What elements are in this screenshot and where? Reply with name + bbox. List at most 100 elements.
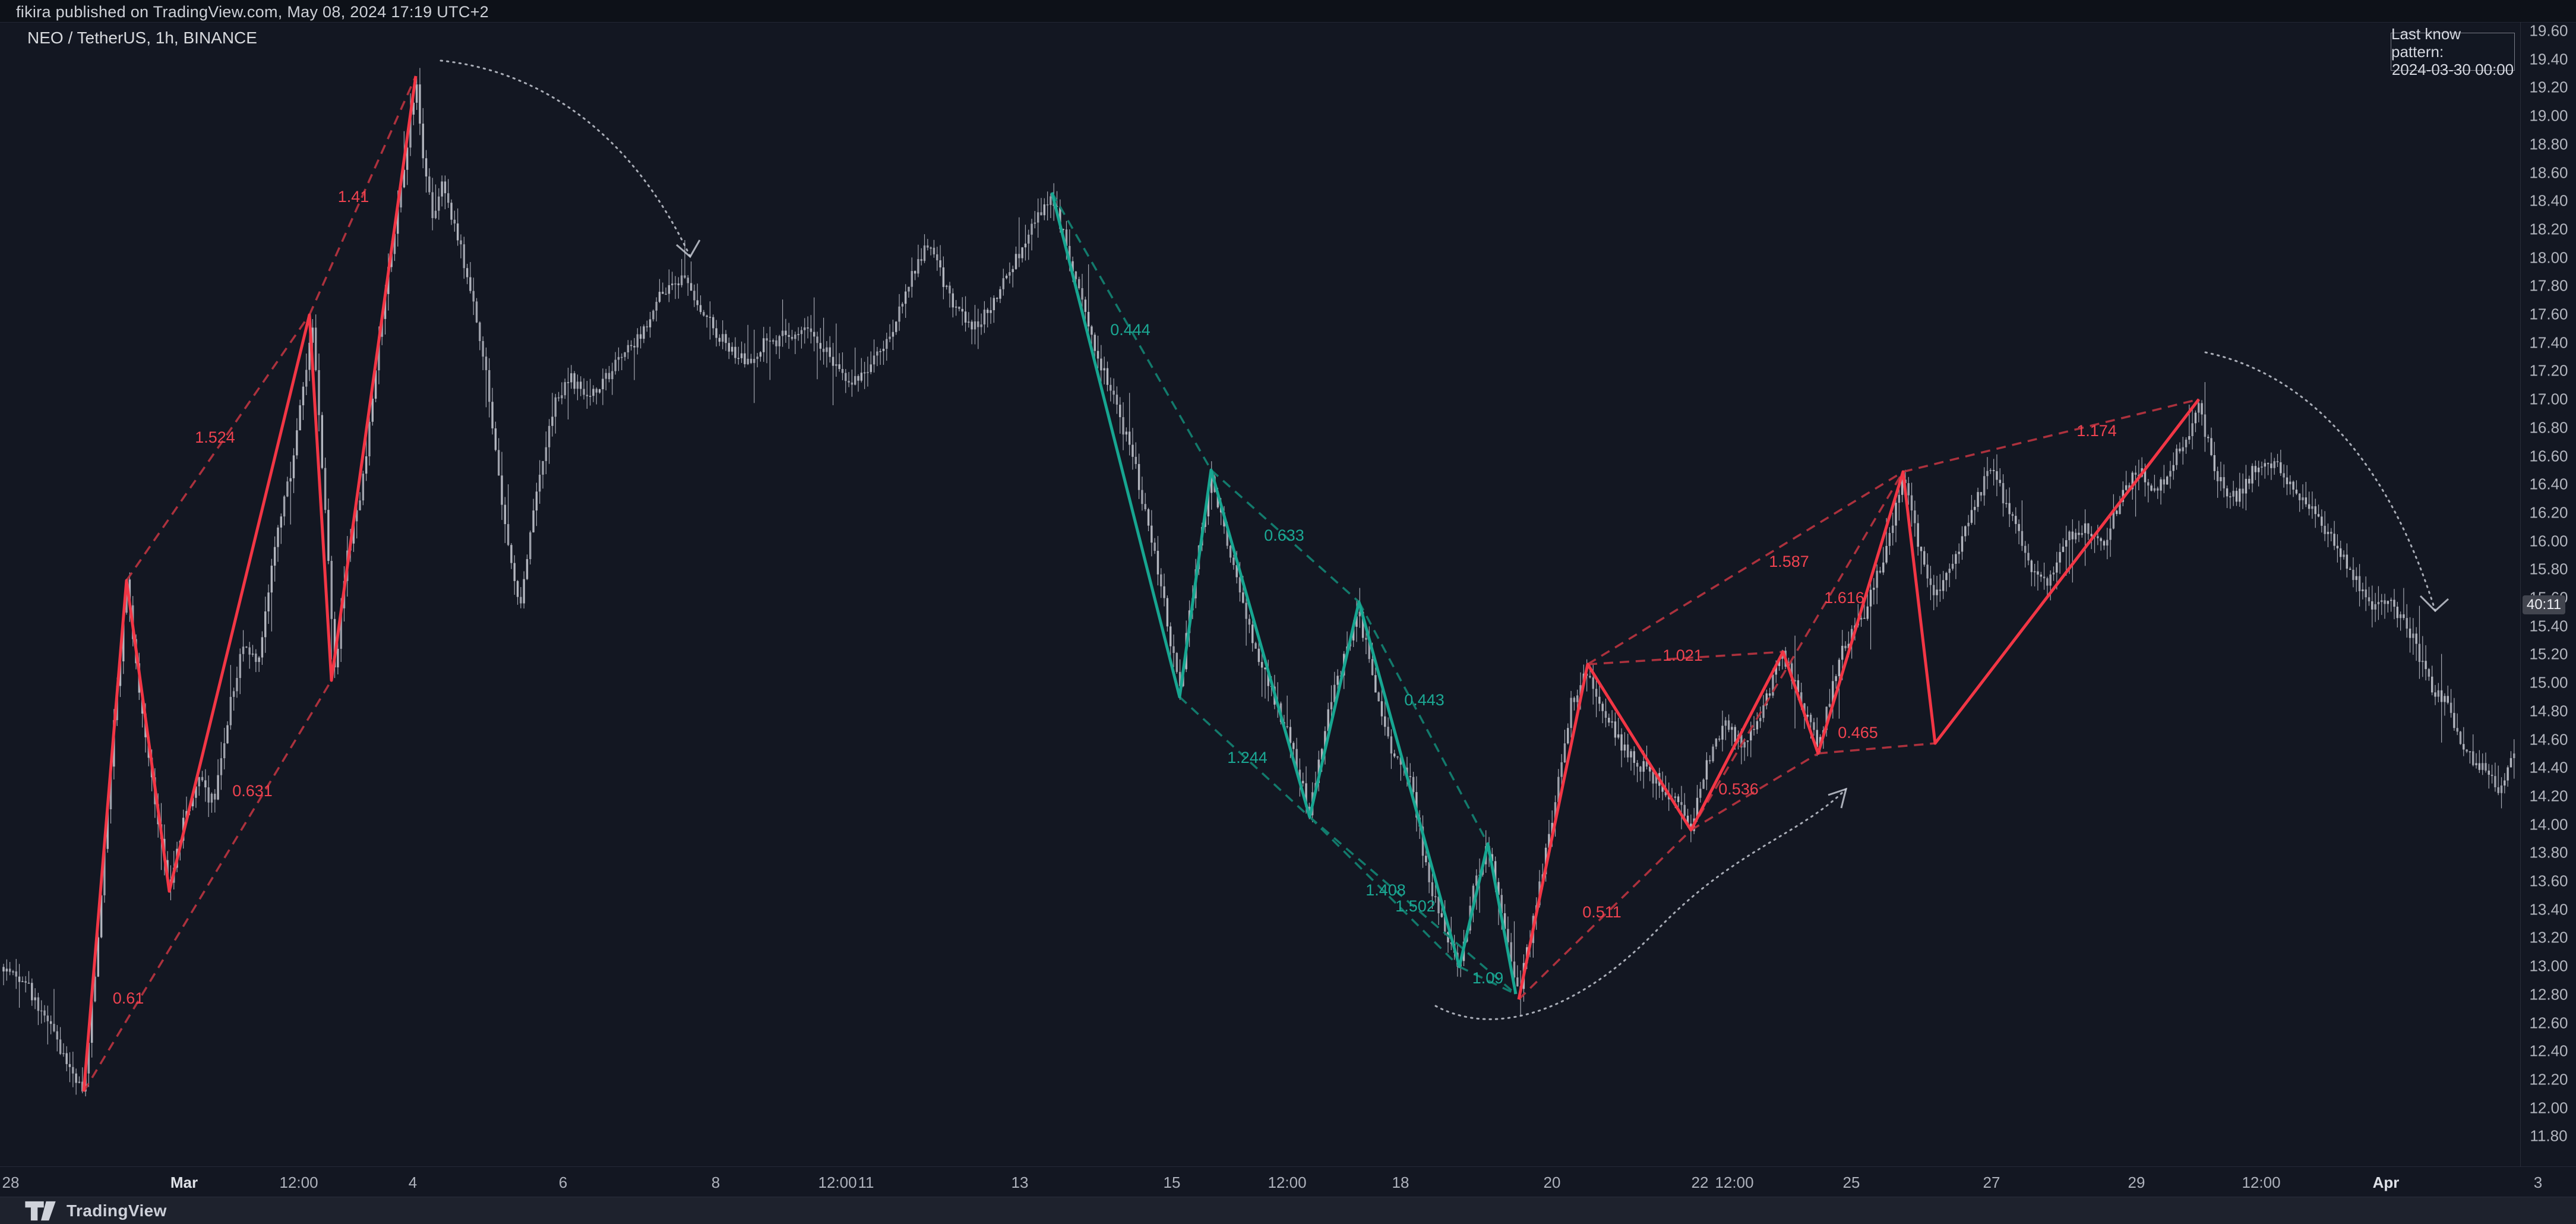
price-tick-label: 13.80 [2529, 843, 2568, 862]
ratio-label: 0.511 [1582, 903, 1622, 921]
bar-countdown-label: 40:11 [2523, 595, 2565, 614]
trend-arrow-head-icon [676, 239, 701, 258]
publish-attribution-text: fikira published on TradingView.com, May… [16, 3, 489, 21]
publish-bar: fikira published on TradingView.com, May… [0, 0, 2576, 22]
trend-arrow [1434, 788, 1847, 1020]
price-tick-label: 12.20 [2529, 1070, 2568, 1089]
ratio-label: 0.536 [1718, 780, 1759, 798]
ratio-label: 1.616 [1824, 589, 1864, 607]
time-tick-label: 13 [1011, 1173, 1029, 1191]
time-tick-label: 8 [711, 1173, 720, 1191]
price-tick-label: 15.80 [2529, 560, 2568, 578]
price-tick-label: 18.00 [2529, 248, 2568, 267]
last-pattern-label: Last know pattern: [2391, 25, 2461, 61]
tradingview-logo[interactable]: TradingView [24, 1200, 167, 1222]
time-tick-label: 12:00 [2242, 1173, 2281, 1191]
price-tick-label: 16.00 [2529, 532, 2568, 550]
time-tick-label: 27 [1983, 1173, 2000, 1191]
price-tick-label: 14.80 [2529, 702, 2568, 720]
ratio-label: 1.41 [338, 188, 369, 206]
ratio-label: 1.408 [1366, 881, 1406, 899]
price-tick-label: 18.60 [2529, 163, 2568, 181]
last-pattern-infobox: Last know pattern: 2024-03-30 00:00 [2391, 25, 2515, 78]
price-tick-label: 15.00 [2529, 673, 2568, 692]
price-axis[interactable]: 40:11 19.60 19.40 19.20 19.00 18.80 18.60 18.4… [2520, 22, 2576, 1197]
price-tick-label: 18.40 [2529, 191, 2568, 210]
ratio-label: 0.465 [1838, 724, 1878, 742]
ratio-label: 1.587 [1769, 553, 1809, 570]
time-tick-label: 12:00 [1268, 1173, 1307, 1191]
price-tick-label: 15.20 [2529, 645, 2568, 663]
price-tick-label: 17.80 [2529, 276, 2568, 295]
price-tick-label: 12.40 [2529, 1042, 2568, 1060]
footer-bar: TradingView [0, 1197, 2576, 1224]
time-tick-label: Apr [2372, 1173, 2400, 1191]
ratio-label: 0.61 [113, 989, 144, 1007]
ratio-label: 1.021 [1662, 646, 1703, 664]
price-tick-label: 16.20 [2529, 503, 2568, 522]
time-tick-label: 4 [408, 1173, 418, 1191]
price-tick-label: 12.60 [2529, 1014, 2568, 1031]
price-tick-label: 14.60 [2529, 730, 2568, 748]
candles-layer [2, 68, 2515, 1097]
tradingview-logo-label: TradingView [67, 1201, 167, 1220]
time-tick-label: 15 [1163, 1173, 1181, 1191]
price-tick-label: 16.60 [2529, 447, 2568, 465]
ratio-label: 0.633 [1264, 526, 1304, 544]
price-tick-label: 13.20 [2529, 928, 2568, 947]
price-tick-label: 19.60 [2529, 21, 2568, 40]
time-tick-label: 12:00 [818, 1173, 857, 1191]
price-tick-label: 19.40 [2529, 50, 2568, 68]
price-tick-label: 19.20 [2529, 78, 2568, 96]
price-tick-label: 15.40 [2529, 617, 2568, 635]
price-tick-label: 17.40 [2529, 333, 2568, 352]
chart-canvas[interactable] [0, 22, 2576, 1167]
price-tick-label: 17.00 [2529, 390, 2568, 408]
time-tick-label: 29 [2128, 1173, 2145, 1191]
time-tick-label: 11 [858, 1173, 874, 1191]
price-tick-label: 13.60 [2529, 872, 2568, 890]
last-pattern-date: 2024-03-30 00:00 [2391, 61, 2514, 78]
price-tick-label: 14.40 [2529, 758, 2568, 777]
price-tick-label: 18.20 [2529, 220, 2568, 238]
price-tick-label: 14.20 [2529, 787, 2568, 805]
time-axis[interactable]: 28 Mar 12:00 4 6 8 12:00 11 13 15 12:00 18 20 22 12:00… [0, 1166, 2576, 1197]
trend-arrows-layer [440, 59, 2449, 1020]
time-tick-label: 18 [1392, 1173, 1409, 1191]
trend-arrow-head-icon [2419, 595, 2449, 613]
price-tick-label: 16.80 [2529, 418, 2568, 437]
trend-arrow [440, 59, 691, 258]
price-tick-label: 17.60 [2529, 305, 2568, 323]
ratio-label: 1.174 [2076, 422, 2117, 440]
price-tick-label: 16.40 [2529, 475, 2568, 493]
ratio-label: 0.444 [1110, 321, 1150, 339]
time-tick-label: 28 [2, 1173, 20, 1191]
time-tick-label: 3 [2533, 1173, 2543, 1191]
price-tick-label: 17.20 [2529, 361, 2568, 380]
price-tick-label: 13.40 [2529, 900, 2568, 919]
time-tick-label: 22 [1691, 1173, 1709, 1191]
trend-arrow [2204, 351, 2436, 612]
symbol-title: NEO / TetherUS, 1h, BINANCE [27, 29, 257, 47]
time-tick-label: 20 [1543, 1173, 1561, 1191]
tradingview-logo-icon [25, 1201, 56, 1220]
trend-arrow-head-icon [1828, 787, 1848, 809]
time-tick-label: 25 [1842, 1173, 1860, 1191]
price-tick-label: 12.80 [2529, 985, 2568, 1004]
time-tick-label: 12:00 [279, 1173, 318, 1191]
time-tick-label: 6 [558, 1173, 568, 1191]
price-tick-label: 12.00 [2529, 1099, 2568, 1117]
price-tick-label: 13.00 [2529, 957, 2568, 975]
price-tick-label: 11.80 [2530, 1127, 2568, 1145]
pattern-red-right: 0.511 1.021 0.536 0.465 1.587 1.616 1.174 [1517, 398, 2200, 1001]
price-tick-label: 18.80 [2529, 135, 2568, 153]
ratio-label: 1.244 [1227, 749, 1268, 766]
ratio-label: 1.524 [195, 428, 235, 446]
ratio-label: 0.443 [1404, 691, 1445, 709]
price-tick-label: 19.00 [2529, 106, 2568, 125]
time-tick-label: Mar [170, 1173, 198, 1191]
pattern-red-left: 1.41 1.524 0.631 0.61 [82, 75, 418, 1092]
